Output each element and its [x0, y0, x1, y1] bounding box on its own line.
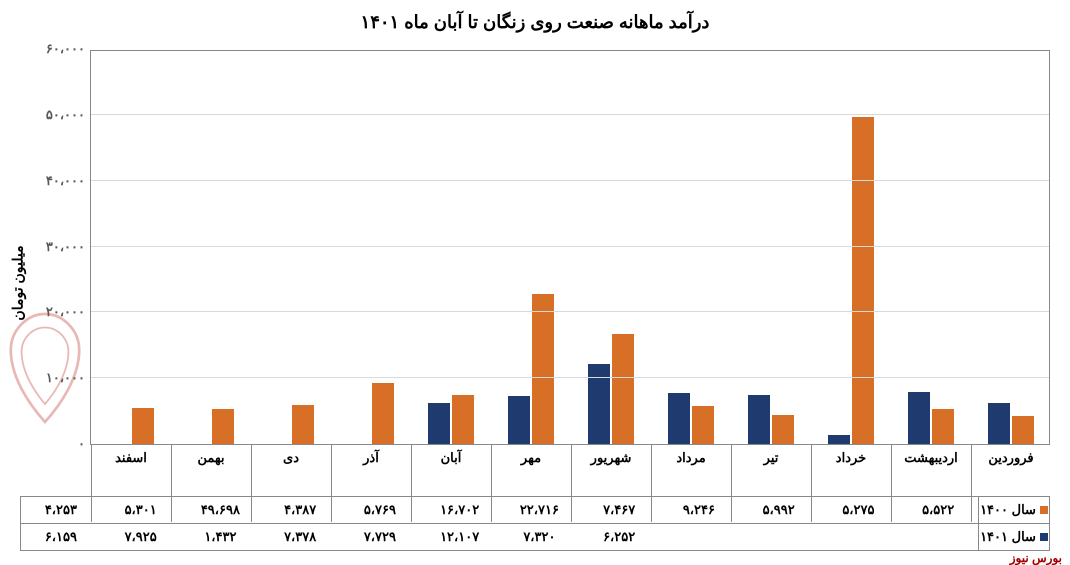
bar-series-1400 [852, 117, 874, 444]
footer-source: بورس نیوز [1010, 551, 1062, 565]
table-cell [819, 524, 899, 550]
gridline [91, 180, 1049, 181]
bar-series-1401 [668, 393, 690, 444]
chart-container: درآمد ماهانه صنعت روی زنگان تا آبان ماه … [0, 0, 1070, 565]
table-cell: ۶،۲۵۲ [579, 524, 659, 550]
x-tick: آبان [441, 444, 462, 466]
y-tick: ۰ [78, 436, 91, 452]
y-axis-label: میلیون تومان [10, 245, 27, 320]
table-cell: ۱،۴۳۲ [181, 524, 261, 550]
bar-series-1401 [428, 403, 450, 444]
table-cell: ۵،۵۲۲ [898, 497, 978, 523]
table-cell: ۷،۳۷۸ [260, 524, 340, 550]
bar-group [971, 403, 1051, 444]
table-cell: ۱۶،۷۰۲ [420, 497, 500, 523]
table-cell [659, 524, 739, 550]
legend-1401: سال ۱۴۰۱ [978, 524, 1049, 550]
x-tick: اسفند [115, 444, 147, 466]
y-tick: ۵۰،۰۰۰ [46, 107, 91, 123]
data-table: ۴،۲۵۳۵،۳۰۱۴۹،۶۹۸۴،۳۸۷۵،۷۶۹۱۶،۷۰۲۲۲،۷۱۶۷،… [20, 496, 1050, 551]
table-cell: ۴،۳۸۷ [260, 497, 340, 523]
gridline [91, 311, 1049, 312]
table-cell: ۱۲،۱۰۷ [420, 524, 500, 550]
bar-series-1400 [932, 409, 954, 444]
y-tick: ۱۰،۰۰۰ [46, 370, 91, 386]
bar-series-1400 [612, 334, 634, 444]
gridline [91, 114, 1049, 115]
bar-group [251, 405, 331, 444]
x-tick: تیر [764, 444, 779, 466]
bar-group [411, 395, 491, 444]
legend-1400: سال ۱۴۰۰ [978, 497, 1049, 523]
bar-series-1401 [508, 396, 530, 444]
table-cell: ۵،۹۹۲ [739, 497, 819, 523]
x-tick: شهریور [591, 444, 632, 466]
x-tick: فروردین [988, 444, 1033, 466]
bar-series-1400 [292, 405, 314, 444]
x-tick: آذر [363, 444, 379, 466]
bar-series-1401 [748, 395, 770, 444]
legend-label: سال ۱۴۰۱ [980, 529, 1036, 545]
table-cell: ۲۲،۷۱۶ [500, 497, 580, 523]
bar-series-1400 [132, 408, 154, 444]
bar-series-1400 [692, 406, 714, 444]
bar-group [571, 334, 651, 444]
bar-group [171, 409, 251, 444]
chart-title: درآمد ماهانه صنعت روی زنگان تا آبان ماه … [0, 12, 1070, 33]
bar-series-1400 [772, 415, 794, 444]
legend-swatch [1040, 533, 1048, 541]
bar-group [491, 294, 571, 444]
table-cell: ۴۹،۶۹۸ [181, 497, 261, 523]
bar-series-1401 [828, 435, 850, 444]
table-row: ۶،۱۵۹۷،۹۲۵۱،۴۳۲۷،۳۷۸۷،۷۲۹۱۲،۱۰۷۷،۳۲۰۶،۲۵… [21, 523, 1049, 550]
x-tick: بهمن [197, 444, 224, 466]
x-tick: اردیبهشت [904, 444, 958, 466]
table-cell: ۵،۲۷۵ [819, 497, 899, 523]
bar-series-1401 [908, 392, 930, 444]
bar-group [651, 393, 731, 444]
y-tick: ۶۰،۰۰۰ [46, 41, 91, 57]
y-tick: ۳۰،۰۰۰ [46, 239, 91, 255]
table-row: ۴،۲۵۳۵،۳۰۱۴۹،۶۹۸۴،۳۸۷۵،۷۶۹۱۶،۷۰۲۲۲،۷۱۶۷،… [21, 496, 1049, 523]
table-cell [898, 524, 978, 550]
bar-group [811, 117, 891, 444]
table-cell: ۹،۲۴۶ [659, 497, 739, 523]
bar-series-1400 [372, 383, 394, 444]
table-cell: ۷،۳۲۰ [500, 524, 580, 550]
bar-group [91, 408, 171, 444]
bar-group [331, 383, 411, 444]
bar-series-1400 [452, 395, 474, 444]
bar-series-1401 [988, 403, 1010, 444]
bar-group [731, 395, 811, 444]
x-tick: خرداد [836, 444, 866, 466]
bar-series-1400 [532, 294, 554, 444]
table-cell: ۶،۱۵۹ [21, 524, 101, 550]
bar-series-1400 [212, 409, 234, 444]
legend-label: سال ۱۴۰۰ [980, 502, 1036, 518]
x-tick: مرداد [676, 444, 705, 466]
table-cell: ۷،۹۲۵ [101, 524, 181, 550]
watermark [0, 305, 90, 425]
bar-group [891, 392, 971, 444]
gridline [91, 377, 1049, 378]
table-cell [739, 524, 819, 550]
table-cell: ۵،۷۶۹ [340, 497, 420, 523]
x-tick: دی [283, 444, 299, 466]
bar-series-1400 [1012, 416, 1034, 444]
table-cell: ۵،۳۰۱ [101, 497, 181, 523]
x-tick: مهر [521, 444, 541, 466]
y-tick: ۴۰،۰۰۰ [46, 173, 91, 189]
table-cell: ۷،۷۲۹ [340, 524, 420, 550]
gridline [91, 246, 1049, 247]
table-cell: ۷،۴۶۷ [579, 497, 659, 523]
bars-layer [91, 51, 1049, 444]
legend-swatch [1040, 506, 1048, 514]
y-tick: ۲۰،۰۰۰ [46, 304, 91, 320]
plot-area: ۰۱۰،۰۰۰۲۰،۰۰۰۳۰،۰۰۰۴۰،۰۰۰۵۰،۰۰۰۶۰،۰۰۰فرو… [90, 50, 1050, 445]
table-cell: ۴،۲۵۳ [21, 497, 101, 523]
